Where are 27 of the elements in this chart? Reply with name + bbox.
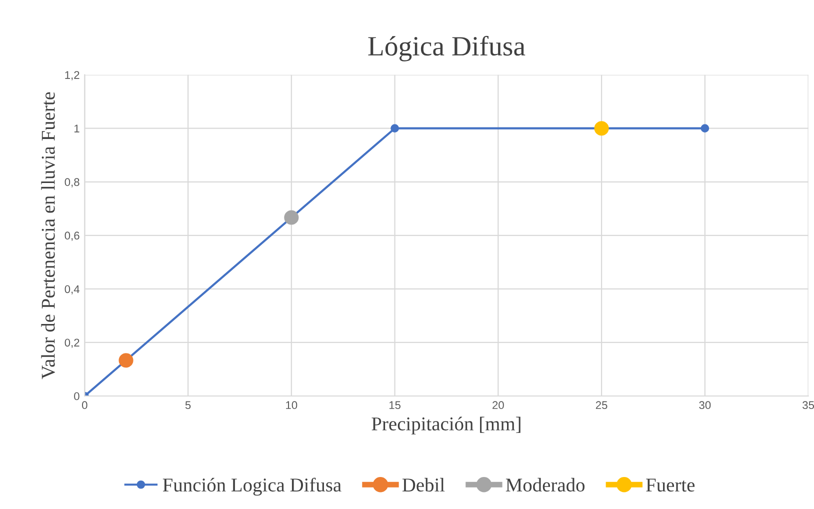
chart-title: Lógica Difusa	[368, 36, 526, 62]
legend-label: Moderado	[506, 478, 585, 492]
x-tick-label: 20	[492, 401, 504, 410]
point	[700, 124, 710, 133]
point	[390, 124, 399, 133]
y-tick-label: 0	[74, 392, 80, 400]
x-tick-label: 35	[802, 401, 814, 410]
point	[284, 210, 299, 225]
y-tick-label: 1	[74, 124, 80, 132]
y-tick-label: 0,6	[64, 232, 80, 241]
x-tick-label: 5	[185, 401, 191, 410]
x-tick-label: 10	[286, 401, 298, 410]
x-tick-label: 25	[596, 401, 608, 410]
point	[594, 121, 609, 136]
legend-label: Función Logica Difusa	[162, 478, 342, 496]
point	[118, 353, 134, 368]
y-tick-label: 0,8	[64, 178, 80, 188]
x-tick-label: 30	[699, 401, 711, 410]
x-tick-label: 15	[389, 401, 401, 410]
y-tick-label: 0,2	[64, 338, 80, 348]
legend-label: Debil	[402, 478, 445, 492]
y-tick-label: 0,4	[64, 285, 80, 294]
x-tick-label: 0	[82, 401, 88, 410]
y-tick-label: 1,2	[65, 71, 80, 80]
x-axis-title: Precipitación [mm]	[372, 416, 520, 434]
legend-label: Fuerte	[646, 478, 695, 492]
y-axis-title: Valor de Pertenencia en lluvia Fuerte	[41, 92, 55, 380]
